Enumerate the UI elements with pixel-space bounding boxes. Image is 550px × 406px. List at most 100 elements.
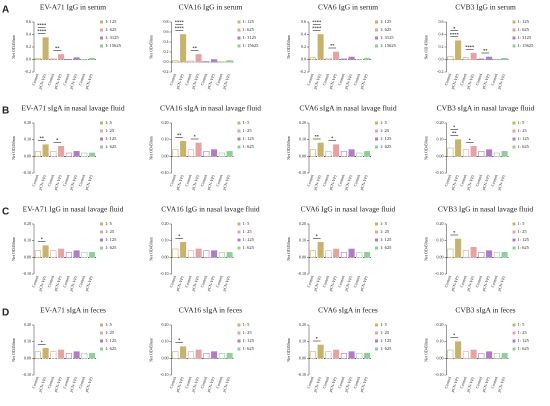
y-axis-label: Net OD450nm <box>286 34 291 59</box>
legend-label: 1: 5 <box>243 221 251 226</box>
x-tick-label: Control <box>443 375 452 389</box>
x-tick-label: pCN-VP1 <box>343 174 353 191</box>
legend-label: 1: 125 <box>518 19 530 24</box>
legend-swatch <box>512 347 516 351</box>
legend-label: 1: 125 <box>243 19 255 24</box>
x-tick-label: pCN-VP1 <box>312 174 322 191</box>
bar <box>50 250 57 258</box>
x-tick-label: Control <box>215 274 224 288</box>
bar <box>81 252 88 258</box>
bar <box>455 238 462 258</box>
y-tick-label: -0.2 <box>162 69 168 74</box>
legend-label: 1: 15625 <box>380 43 397 48</box>
legend-label: 1: 125 <box>243 136 255 141</box>
legend-label: 1: 125 <box>380 136 392 141</box>
bar <box>348 351 355 359</box>
x-tick-label: pCN-VP1 <box>481 73 491 90</box>
x-tick-label: Control <box>31 375 40 389</box>
x-tick-label: pCN-VP1 <box>84 174 94 191</box>
legend-swatch <box>512 246 516 250</box>
significance-label: * <box>453 230 456 235</box>
y-tick-label: -0.10 <box>160 170 168 175</box>
chart-title: CVA16 sIgA in feces <box>179 306 242 315</box>
x-tick-label: Control <box>62 375 71 389</box>
y-tick-label: 0.0 <box>26 56 31 61</box>
legend-label: 1: 125 <box>518 338 530 343</box>
y-tick-label: 0.10 <box>437 238 444 243</box>
significance-label: * <box>194 134 197 139</box>
legend-swatch <box>237 145 241 149</box>
y-tick-label: -0.10 <box>435 170 443 175</box>
x-tick-label: Control <box>168 173 177 187</box>
legend-swatch <box>100 145 103 149</box>
x-tick-label: pCN-VP1 <box>359 376 369 393</box>
x-tick-label: Control <box>321 72 330 86</box>
chart-title: EV-A71 sIgA in nasal lavage fluid <box>21 104 124 113</box>
legend-swatch <box>375 230 378 234</box>
significance-label: * <box>178 233 181 238</box>
y-tick-label: 0.10 <box>299 339 306 344</box>
y-axis-label: Net OD450nm <box>11 337 16 362</box>
legend-label: 1: 25 <box>518 229 528 234</box>
x-tick-label: pCN-VP1 <box>450 275 460 292</box>
x-tick-label: pCN-VP1 <box>37 275 47 292</box>
chart-title: CVA16 IgG in serum <box>179 3 243 12</box>
legend-label: 1: 25 <box>518 330 528 335</box>
legend-label: 1: 625 <box>243 245 255 250</box>
bar <box>187 60 194 63</box>
y-tick-label: 0.20 <box>24 120 31 125</box>
bar <box>356 252 363 258</box>
bar <box>50 351 57 359</box>
legend-swatch <box>237 246 241 250</box>
legend-swatch <box>512 20 516 24</box>
significance-label: ** <box>55 46 60 51</box>
x-tick-label: pCN-VP1 <box>221 376 231 393</box>
legend-label: 1: 625 <box>105 144 117 149</box>
y-tick-label: 0.6 <box>301 19 306 24</box>
bar <box>501 353 508 359</box>
legend-label: 1: 5 <box>518 120 526 125</box>
legend-swatch <box>512 36 516 40</box>
legend-label: 1: 625 <box>518 346 530 351</box>
bar <box>317 344 324 359</box>
legend-swatch <box>237 222 241 226</box>
bar <box>470 349 477 359</box>
legend-swatch <box>375 238 378 242</box>
x-tick-label: Control <box>31 173 40 187</box>
bar <box>203 250 210 258</box>
x-tick-label: Control <box>337 173 346 187</box>
bar <box>478 58 485 60</box>
significance-label: **** <box>175 26 185 31</box>
bar <box>42 37 49 60</box>
significance-label: * <box>331 136 334 141</box>
legend-label: 1: 5 <box>518 322 526 327</box>
legend-swatch <box>100 238 103 242</box>
significance-label: ** <box>315 134 320 139</box>
significance-label: * <box>316 233 319 238</box>
x-tick-label: Control <box>215 72 224 86</box>
legend-label: 1: 125 <box>380 19 392 24</box>
bar <box>50 151 57 157</box>
legend-swatch <box>512 238 516 242</box>
x-tick-label: pCN-VP1 <box>328 376 338 393</box>
y-tick-label: 0.6 <box>26 19 31 24</box>
x-tick-label: Control <box>184 72 193 86</box>
legend-label: 1: 25 <box>380 229 390 234</box>
legend-swatch <box>375 323 378 327</box>
y-axis-label: Net OD450nm <box>11 34 16 59</box>
legend-swatch <box>237 36 241 40</box>
legend-label: 1: 3125 <box>105 35 119 40</box>
x-tick-label: Control <box>62 274 71 288</box>
bar <box>447 349 454 359</box>
bar <box>58 349 65 359</box>
bar <box>364 57 371 60</box>
bar <box>73 250 80 258</box>
x-tick-label: Control <box>46 173 55 187</box>
x-tick-label: pCN-VP1 <box>84 275 94 292</box>
bar <box>478 151 485 157</box>
x-tick-label: Control <box>352 72 361 86</box>
x-tick-label: pCN-VP1 <box>343 376 353 393</box>
legend-swatch <box>375 339 378 343</box>
legend-label: 1: 25 <box>105 229 115 234</box>
x-tick-label: Control <box>474 72 483 86</box>
